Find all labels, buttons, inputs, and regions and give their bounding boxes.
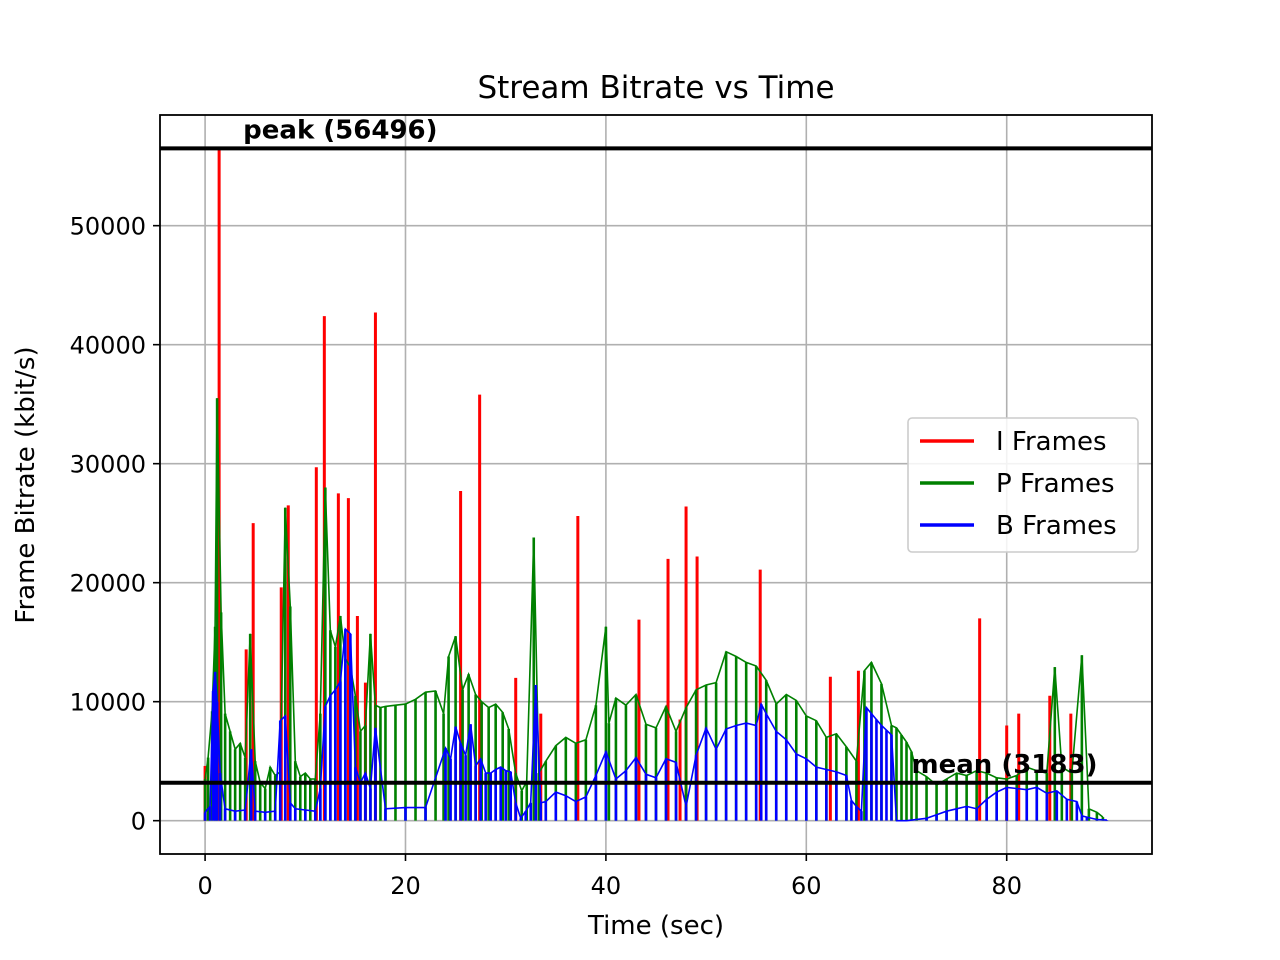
- y-tick-label: 30000: [70, 451, 146, 479]
- x-tick-label: 80: [991, 872, 1022, 900]
- legend-label: B Frames: [996, 511, 1117, 541]
- legend-label: I Frames: [996, 427, 1107, 457]
- peak-label: peak (56496): [243, 115, 437, 145]
- plot-frame: [159, 114, 1153, 855]
- y-tick-label: 50000: [70, 213, 146, 241]
- y-tick-label: 40000: [70, 332, 146, 360]
- series-outline: [204, 627, 1107, 822]
- y-tick-label: 0: [131, 808, 146, 836]
- series-outline: [204, 398, 1104, 818]
- axis-ticks: 0 20 40 60 80 0 10000 20000 30000 40000 50000: [70, 213, 1022, 900]
- series-area: [203, 148, 1109, 822]
- y-tick-label: 20000: [70, 570, 146, 598]
- x-tick-label: 60: [791, 872, 822, 900]
- x-tick-label: 20: [390, 872, 421, 900]
- legend: I Frames P Frames B Frames: [907, 417, 1139, 553]
- series-b-frames: [203, 627, 1109, 822]
- x-tick-label: 40: [591, 872, 622, 900]
- x-tick-label: 0: [197, 872, 212, 900]
- x-axis-title: Time (sec): [587, 911, 724, 941]
- reference-lines: [160, 146, 1152, 785]
- chart-title: Stream Bitrate vs Time: [477, 70, 834, 106]
- legend-box: [907, 417, 1139, 553]
- reference-labels: peak (56496) mean (3183): [243, 115, 1097, 779]
- legend-label: P Frames: [996, 469, 1115, 499]
- y-axis-title: Frame Bitrate (kbit/s): [11, 346, 41, 623]
- mean-label: mean (3183): [912, 750, 1098, 780]
- y-tick-label: 10000: [70, 689, 146, 717]
